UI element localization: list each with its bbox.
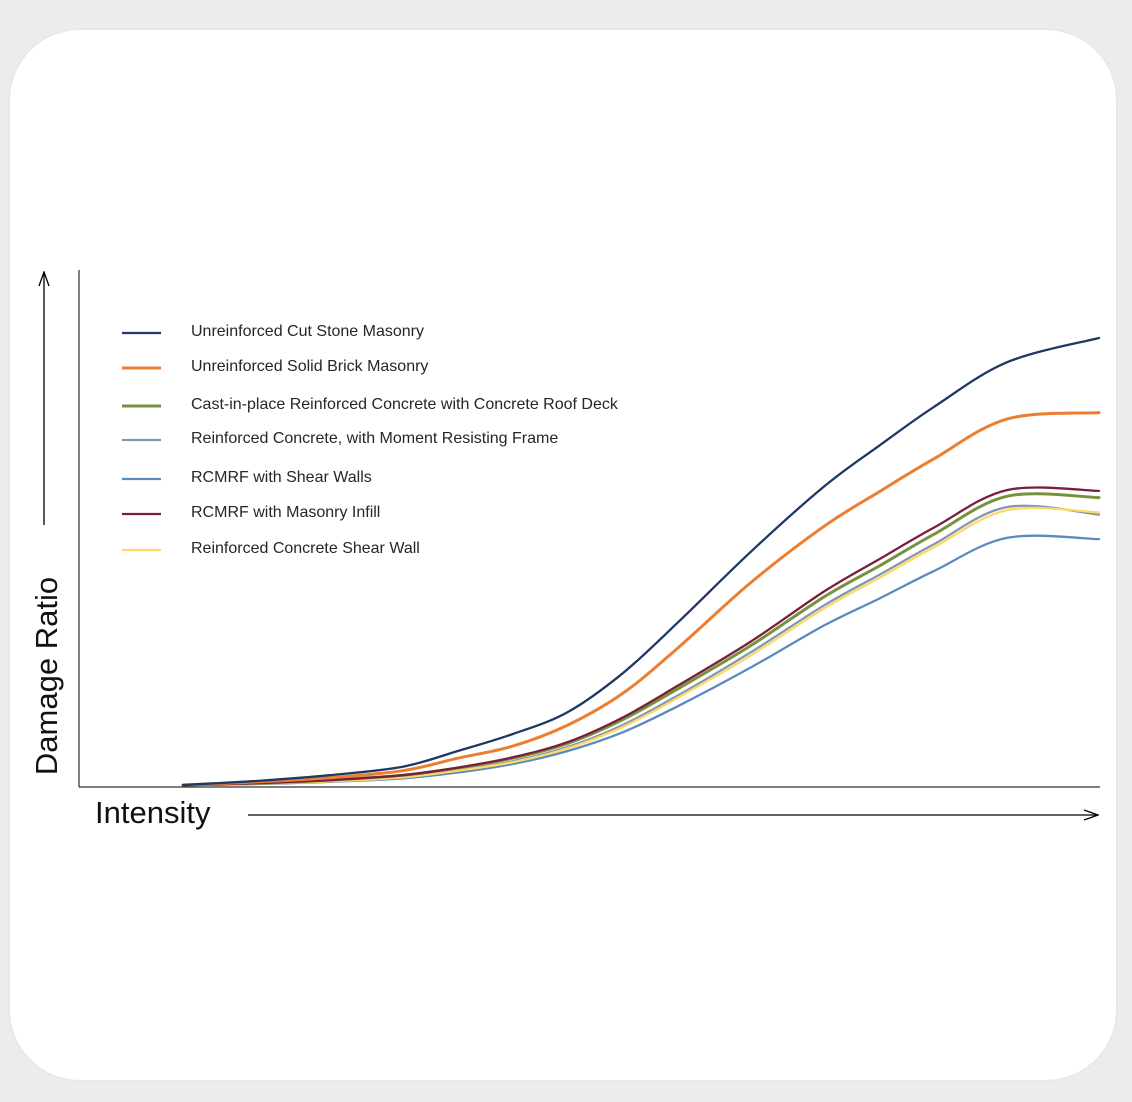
legend-item-rcmrf-with-masonry-infill: RCMRF with Masonry Infill xyxy=(122,504,380,521)
series-line-rcmrf-with-masonry-infill xyxy=(181,486,1101,787)
chart-card xyxy=(10,30,1116,1080)
legend-label: Unreinforced Solid Brick Masonry xyxy=(191,358,428,375)
series-layer xyxy=(181,336,1101,787)
legend-label: Unreinforced Cut Stone Masonry xyxy=(191,323,424,340)
series-line-unreinforced-cut-stone-masonry xyxy=(181,336,1101,787)
legend-label: Reinforced Concrete, with Moment Resisti… xyxy=(191,430,558,447)
legend-item-unreinforced-cut-stone-masonry: Unreinforced Cut Stone Masonry xyxy=(122,323,424,340)
series-line-unreinforced-solid-brick-masonry xyxy=(181,411,1101,787)
series-line-rcmrf-with-shear-walls xyxy=(181,534,1101,787)
legend-item-rcmrf-with-shear-walls: RCMRF with Shear Walls xyxy=(122,469,372,486)
legend-label: Cast-in-place Reinforced Concrete with C… xyxy=(191,396,619,413)
legend-label: Reinforced Concrete Shear Wall xyxy=(191,540,420,557)
legend-item-cast-in-place-reinforced-concrete-with-concrete-roof-deck: Cast-in-place Reinforced Concrete with C… xyxy=(122,396,619,413)
legend-item-unreinforced-solid-brick-masonry: Unreinforced Solid Brick Masonry xyxy=(122,358,428,375)
y-axis-title: Damage Ratio xyxy=(29,577,64,775)
legend: Unreinforced Cut Stone Masonry Unreinforc… xyxy=(122,323,619,557)
legend-label: RCMRF with Masonry Infill xyxy=(191,504,380,521)
series-line-cast-in-place-reinforced-concrete-with-concrete-roof-deck xyxy=(181,492,1101,787)
legend-item-reinforced-concrete-shear-wall: Reinforced Concrete Shear Wall xyxy=(122,540,420,557)
legend-item-reinforced-concrete-with-moment-resisting-frame: Reinforced Concrete, with Moment Resisti… xyxy=(122,430,558,447)
x-axis-title: Intensity xyxy=(95,795,211,830)
series-line-reinforced-concrete-shear-wall xyxy=(181,506,1101,787)
legend-label: RCMRF with Shear Walls xyxy=(191,469,372,486)
